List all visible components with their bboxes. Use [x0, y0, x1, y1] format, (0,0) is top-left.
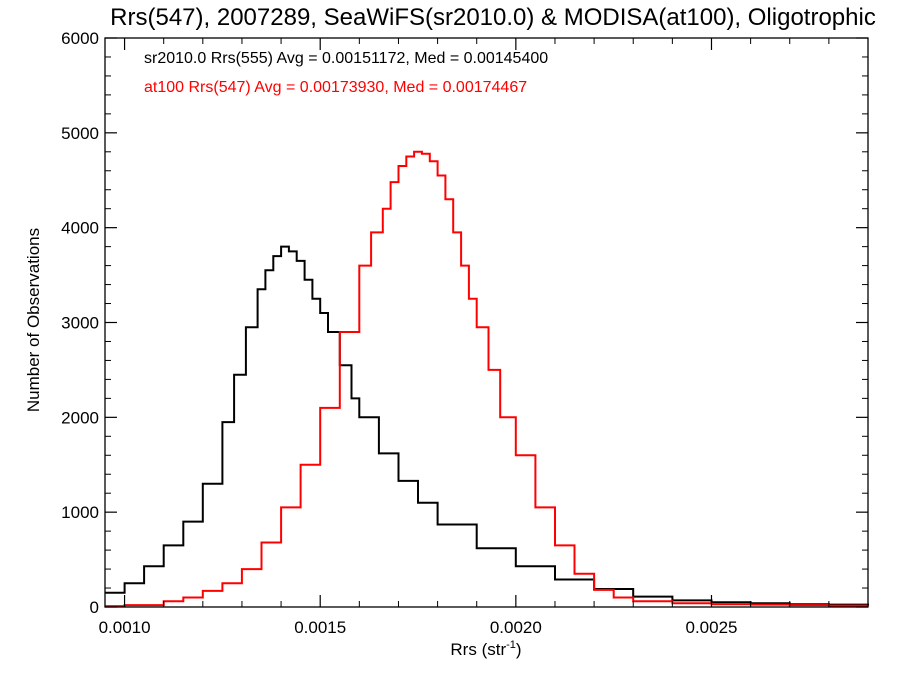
legend-entry-at100: at100 Rrs(547) Avg = 0.00173930, Med = 0…	[144, 79, 527, 96]
x-tick-label: 0.0015	[294, 618, 346, 637]
y-axis-label: Number of Observations	[24, 228, 43, 412]
legend-entry-sr2010: sr2010.0 Rrs(555) Avg = 0.00151172, Med …	[144, 50, 548, 67]
x-axis-label: Rrs (str-1)	[450, 639, 521, 659]
x-axis-label-main: Rrs (str	[450, 640, 506, 659]
series-line-0	[105, 245, 869, 606]
x-tick-label: 0.0020	[490, 618, 542, 637]
x-axis-label-suffix: )	[516, 640, 522, 659]
y-tick-label: 4000	[61, 219, 99, 238]
x-tick-label: 0.0025	[685, 618, 737, 637]
plot-frame	[104, 37, 869, 608]
plot-area	[105, 150, 869, 608]
y-tick-label: 1000	[61, 503, 99, 522]
x-axis-label-sup: -1	[506, 639, 516, 651]
chart-title: Rrs(547), 2007289, SeaWiFS(sr2010.0) & M…	[110, 4, 876, 31]
y-tick-label: 0	[90, 598, 99, 617]
y-tick-label: 2000	[61, 408, 99, 427]
x-tick-label: 0.0010	[99, 618, 151, 637]
y-tick-label: 6000	[61, 29, 99, 48]
series-line-1	[105, 150, 869, 608]
axes: 0.0010 0.0015 0.0020 0.0025 0 1000 2000 3000 400…	[61, 29, 869, 637]
y-tick-label: 3000	[61, 314, 99, 333]
y-tick-label: 5000	[61, 124, 99, 143]
